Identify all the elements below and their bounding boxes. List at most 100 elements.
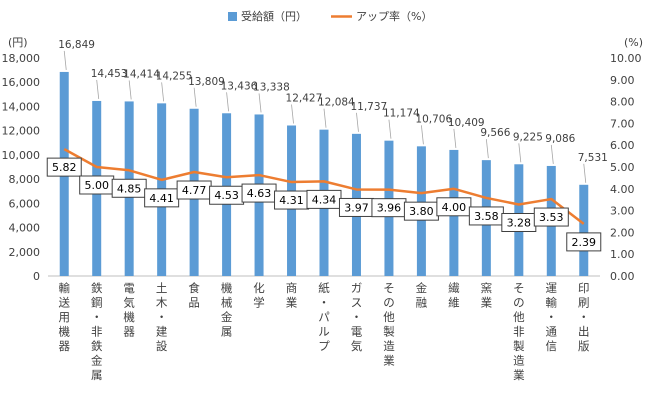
line-point-group: 5.82 — [46, 157, 82, 177]
line-point-group: 4.34 — [306, 189, 342, 209]
category-label: 食品 — [188, 281, 200, 310]
line-value-labels: 5.82 5.00 4.85 4.41 4.77 4.53 4.63 4.31 4.34 3.97… — [46, 157, 602, 252]
bar-value-label: 16,849 — [58, 39, 95, 51]
bar-label-leader — [96, 79, 100, 99]
y-right-tick: 6.00 — [610, 139, 635, 152]
line-point-group: 4.00 — [436, 197, 472, 217]
bar-value-label: 13,338 — [253, 81, 290, 93]
line-point-group: 5.00 — [79, 175, 115, 195]
bar-label-leader — [356, 112, 359, 132]
y-left-tick: 12,000 — [2, 125, 41, 138]
bar — [579, 184, 589, 276]
category-label: 繊維 — [448, 281, 460, 310]
legend-label-bar: 受給額（円） — [241, 9, 307, 23]
category-label: 土木・建設 — [156, 281, 168, 353]
line-value-label: 5.00 — [84, 179, 109, 192]
line-point-group: 4.85 — [111, 178, 147, 198]
line-value-label: 4.63 — [247, 187, 272, 200]
legend-swatch-bar — [228, 12, 237, 21]
y-left-tick: 4,000 — [9, 222, 41, 235]
line-value-label: 3.28 — [507, 216, 532, 229]
legend-label-line: アップ率（%） — [356, 9, 432, 23]
y-right-tick: 0.00 — [610, 270, 635, 283]
legend: 受給額（円） アップ率（%） — [228, 9, 432, 23]
line-point-group: 3.53 — [533, 207, 569, 227]
bar-value-label: 9,566 — [480, 127, 510, 139]
axes: 0 2,000 4,000 6,000 8,000 10,000 12,000 14,000 1… — [2, 52, 642, 283]
y-right-tick: 3.00 — [610, 205, 635, 218]
line-value-label: 4.77 — [182, 184, 207, 197]
bar-label-leader — [291, 104, 294, 124]
line-point-group: 3.97 — [338, 197, 374, 217]
category-label: 金融 — [416, 281, 428, 310]
line-point-group: 4.63 — [241, 183, 277, 203]
line-value-label: 4.53 — [214, 189, 239, 202]
line-value-label: 3.53 — [539, 211, 564, 224]
y-right-tick: 7.00 — [610, 117, 635, 130]
line-point-group: 3.58 — [468, 206, 504, 226]
bar-value-label: 11,174 — [383, 108, 420, 120]
category-label: 機械金属 — [221, 281, 233, 339]
line-value-label: 3.96 — [377, 202, 402, 215]
bar-label-leader — [226, 92, 229, 112]
bar-value-label: 14,414 — [123, 68, 160, 80]
y-right-tick: 10.00 — [610, 52, 642, 65]
category-label: 電気機器 — [123, 281, 135, 339]
line-point-group: 4.41 — [144, 188, 180, 208]
category-label: 紙・パルプ — [318, 281, 330, 353]
y-right-tick: 8.00 — [610, 96, 635, 109]
line-value-label: 3.80 — [409, 205, 434, 218]
bar-value-label: 11,737 — [350, 101, 387, 113]
y-right-tick: 4.00 — [610, 183, 635, 196]
bar-value-label: 14,255 — [156, 70, 193, 82]
bar-value-label: 9,225 — [513, 131, 543, 143]
y-left-unit: (円) — [8, 36, 28, 49]
line-value-box — [533, 207, 569, 227]
bar-value-label: 7,531 — [578, 152, 608, 164]
bar-label-leader — [193, 87, 197, 107]
bar-value-label: 13,809 — [188, 76, 225, 88]
y-left-tick: 2,000 — [9, 246, 41, 259]
bar-label-leader — [161, 82, 165, 102]
category-label: 輸送用機器 — [58, 281, 70, 353]
line-point-group: 3.28 — [501, 212, 537, 232]
y-left-tick: 0 — [33, 270, 40, 283]
y-left-tick: 18,000 — [2, 52, 41, 65]
line-value-box — [46, 157, 82, 177]
bar-label-leader — [258, 93, 262, 113]
y-left-tick: 10,000 — [2, 149, 41, 162]
bar-value-label: 9,086 — [545, 133, 575, 145]
category-label: 化学 — [253, 281, 265, 310]
bar-label-leader — [421, 125, 424, 145]
line-series — [63, 148, 585, 225]
bar-label-leader — [128, 80, 132, 100]
bar-value-label: 13,436 — [221, 80, 258, 92]
category-label: ガス・電気 — [351, 281, 363, 353]
category-label: 鉄鋼・非鉄金属 — [91, 281, 103, 382]
line-point-group: 4.31 — [274, 190, 310, 210]
y-left-tick: 14,000 — [2, 100, 41, 113]
line-value-label: 2.39 — [572, 236, 597, 249]
line-value-label: 4.31 — [279, 194, 304, 207]
line-point-group: 3.96 — [371, 198, 407, 218]
line-value-label: 4.00 — [442, 201, 467, 214]
bar-label-leader — [583, 163, 587, 183]
line-path — [63, 148, 585, 225]
line-value-label: 4.85 — [117, 182, 142, 195]
line-point-group: 4.77 — [176, 180, 212, 200]
line-value-label: 3.97 — [344, 201, 369, 214]
line-point-group: 3.80 — [403, 201, 439, 221]
category-label: 運輸・通信 — [546, 281, 558, 353]
category-label: 印刷・出版 — [578, 281, 590, 353]
y-right-tick: 5.00 — [610, 161, 635, 174]
bar-label-leader — [550, 144, 554, 165]
bar-label-leader — [518, 143, 522, 163]
bar-value-label: 14,453 — [91, 68, 128, 80]
bar-value-label: 12,084 — [318, 97, 355, 109]
bar-label-leader — [323, 108, 327, 128]
line-point-group: 2.39 — [566, 232, 602, 252]
bar-label-leader — [485, 139, 489, 159]
y-left-tick: 16,000 — [2, 76, 41, 89]
